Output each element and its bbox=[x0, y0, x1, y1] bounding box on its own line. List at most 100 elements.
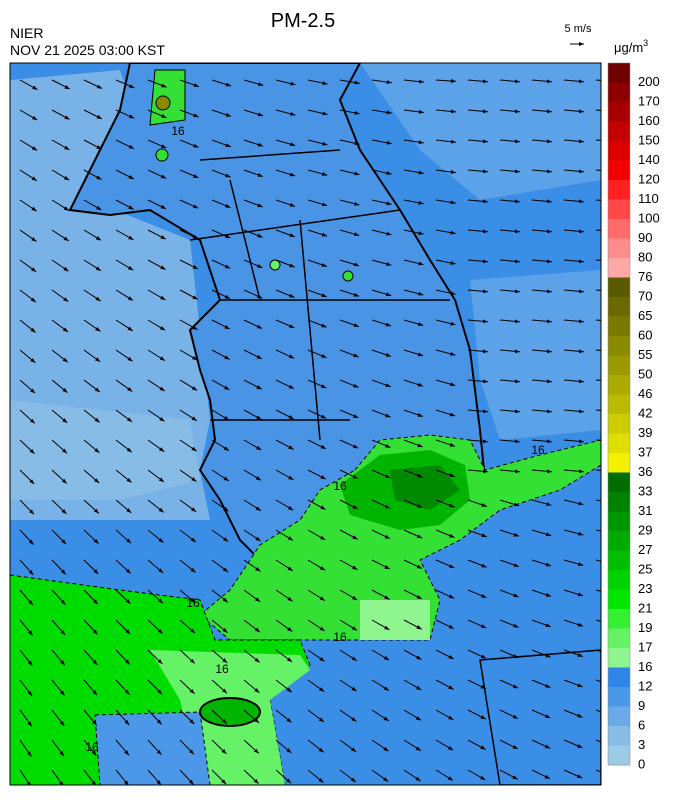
colorbar-segment bbox=[608, 745, 630, 766]
wind-arrow bbox=[595, 319, 601, 321]
green-light-edge bbox=[360, 600, 430, 640]
wind-arrow bbox=[435, 559, 455, 569]
wind-arrow bbox=[275, 259, 295, 268]
wind-arrow bbox=[179, 499, 197, 513]
wind-arrow bbox=[435, 139, 456, 144]
wind-arrow bbox=[211, 289, 231, 300]
wind-arrow bbox=[403, 769, 421, 782]
green-spot bbox=[155, 148, 169, 162]
wind-arrow bbox=[115, 649, 131, 665]
contour-label: 16 bbox=[333, 479, 347, 493]
colorbar-segment bbox=[608, 375, 630, 395]
wind-arrow bbox=[115, 559, 132, 574]
wind-arrow bbox=[211, 529, 229, 543]
wind-arrow bbox=[467, 139, 488, 144]
wind-arrow bbox=[563, 109, 584, 114]
colorbar-label: 55 bbox=[638, 347, 652, 362]
colorbar-segment bbox=[608, 141, 630, 161]
wind-arrow bbox=[275, 199, 296, 207]
wind-arrow bbox=[115, 199, 134, 210]
wind-arrow bbox=[499, 589, 519, 598]
wind-arrow bbox=[243, 349, 263, 360]
unit-base: μg/m bbox=[614, 40, 643, 55]
wind-arrow bbox=[275, 439, 294, 450]
wind-arrow bbox=[531, 469, 552, 474]
contour-label: 16 bbox=[85, 740, 99, 754]
wind-arrow bbox=[435, 259, 456, 265]
wind-arrow bbox=[595, 709, 601, 713]
wind-arrow bbox=[435, 109, 456, 114]
wind-arrow bbox=[403, 79, 424, 84]
wind-arrow bbox=[403, 499, 423, 509]
wind-arrow bbox=[147, 709, 163, 725]
wind-arrow bbox=[467, 379, 488, 384]
wind-arrow bbox=[307, 349, 327, 359]
wind-arrow bbox=[307, 109, 328, 116]
wind-arrow bbox=[595, 139, 601, 141]
wind-arrow bbox=[275, 319, 295, 329]
wind-arrow bbox=[147, 469, 165, 483]
wind-arrow bbox=[531, 319, 552, 324]
wind-arrow bbox=[467, 259, 488, 264]
wind-arrow bbox=[371, 709, 390, 722]
wind-arrow bbox=[467, 409, 488, 414]
wind-arrow bbox=[275, 469, 294, 481]
wind-arrow bbox=[499, 439, 520, 444]
wind-arrow bbox=[371, 139, 392, 145]
wind-arrow bbox=[179, 319, 198, 331]
jeju bbox=[199, 697, 261, 727]
wind-arrow bbox=[179, 739, 195, 755]
wind-arrow bbox=[243, 679, 260, 694]
wind-arrow bbox=[115, 739, 130, 756]
wind-arrow bbox=[147, 289, 166, 301]
wind-arrow bbox=[243, 709, 260, 724]
wind-arrow bbox=[275, 229, 296, 238]
wind-arrow bbox=[243, 529, 261, 542]
wind-arrow bbox=[563, 769, 583, 779]
wind-arrow bbox=[371, 499, 391, 509]
wind-arrow bbox=[19, 409, 36, 424]
colorbar-label: 46 bbox=[638, 386, 652, 401]
wind-arrow bbox=[435, 409, 456, 417]
wind-arrow bbox=[115, 619, 131, 635]
wind-arrow bbox=[467, 589, 487, 599]
wind-arrow bbox=[275, 769, 292, 784]
wind-arrow bbox=[275, 379, 295, 390]
wind-arrow bbox=[243, 499, 262, 512]
wind-arrow bbox=[595, 229, 601, 231]
wind-arrow bbox=[339, 589, 358, 601]
wind-arrow bbox=[179, 649, 196, 664]
wind-arrow bbox=[467, 319, 488, 324]
wind-arrow bbox=[147, 109, 167, 119]
wind-arrow bbox=[339, 409, 359, 419]
wind-arrow bbox=[51, 739, 65, 757]
wind-arrow bbox=[83, 379, 101, 393]
colorbar-label: 170 bbox=[638, 93, 660, 108]
wind-arrow bbox=[403, 199, 424, 205]
wind-arrow bbox=[307, 649, 325, 662]
wind-arrow bbox=[19, 679, 33, 697]
wind-arrow bbox=[51, 319, 69, 333]
wind-arrow bbox=[371, 619, 390, 631]
wind-arrow bbox=[83, 199, 102, 211]
green-spot bbox=[269, 259, 281, 271]
wind-arrow bbox=[371, 409, 391, 418]
wind-arrow bbox=[115, 769, 129, 785]
colorbar-segment bbox=[608, 180, 630, 200]
wind-arrow bbox=[243, 649, 260, 663]
wind-arrow bbox=[339, 469, 359, 480]
colorbar-segment bbox=[608, 316, 630, 337]
wind-arrow bbox=[83, 169, 102, 181]
wind-arrow bbox=[307, 679, 325, 693]
wind-arrow bbox=[51, 469, 68, 484]
wind-arrow bbox=[371, 199, 392, 206]
wind-arrow bbox=[19, 769, 32, 785]
wind-arrow bbox=[403, 409, 424, 418]
wind-arrow bbox=[499, 169, 520, 174]
wind-arrow bbox=[19, 559, 34, 576]
wind-arrow bbox=[339, 229, 360, 237]
wind-arrow bbox=[339, 529, 358, 540]
wind-arrow bbox=[179, 409, 198, 422]
wind-arrow bbox=[147, 259, 166, 270]
wind-arrow bbox=[147, 169, 167, 179]
